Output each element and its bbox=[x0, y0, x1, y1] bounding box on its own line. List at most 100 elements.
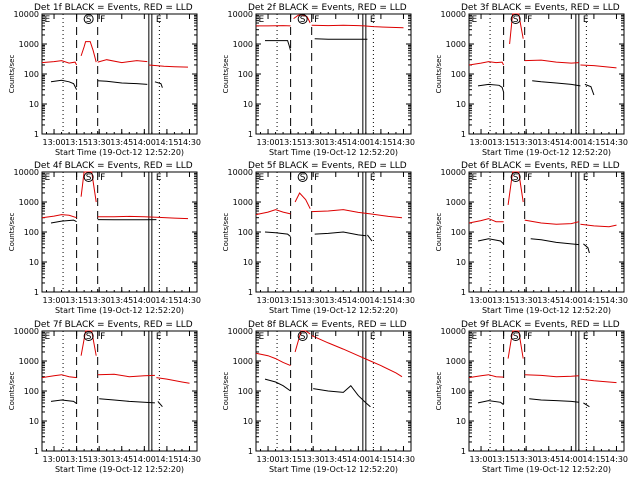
event-marker-label: E bbox=[472, 15, 478, 25]
lld-series-line bbox=[255, 352, 291, 367]
x-tick-label: 14:15 bbox=[155, 455, 178, 464]
y-tick-label: 10 bbox=[243, 417, 253, 426]
event-marker-label: E bbox=[156, 15, 162, 25]
lld-series-line bbox=[311, 209, 403, 219]
x-tick-label: 14:30 bbox=[605, 296, 628, 305]
x-tick-label: 13:15 bbox=[65, 296, 88, 305]
x-tick-label: 14:15 bbox=[155, 138, 178, 147]
plot-frame bbox=[468, 330, 625, 452]
event-marker-label: F bbox=[314, 15, 319, 25]
lld-series-line bbox=[80, 41, 97, 63]
x-tick-label: 14:30 bbox=[605, 455, 628, 464]
y-tick-label: 10 bbox=[29, 258, 39, 267]
events-series-line bbox=[477, 238, 504, 245]
panel-title: Det 4f BLACK = Events, RED = LLD bbox=[34, 161, 193, 171]
detector-panel: Det 6f BLACK = Events, RED = LLD 1 10 100 10… bbox=[435, 161, 628, 315]
x-tick-label: 13:45 bbox=[537, 455, 560, 464]
x-tick-label: 13:45 bbox=[110, 138, 133, 147]
saa-marker-circle bbox=[510, 172, 521, 182]
events-series-line bbox=[157, 401, 163, 408]
event-marker-label: E bbox=[156, 332, 162, 342]
lld-series-line bbox=[294, 330, 311, 353]
events-series-line bbox=[366, 234, 373, 242]
events-series-line bbox=[314, 38, 368, 40]
lld-series-line bbox=[580, 64, 617, 69]
detector-panel: Det 7f BLACK = Events, RED = LLD 1 10 100 10… bbox=[8, 320, 201, 474]
x-tick-label: 13:30 bbox=[302, 138, 325, 147]
x-tick-label: 14:15 bbox=[369, 296, 392, 305]
y-tick-label: 1 bbox=[461, 288, 466, 297]
x-tick-label: 13:00 bbox=[257, 138, 280, 147]
x-tick-label: 14:15 bbox=[369, 138, 392, 147]
y-tick-label: 1000 bbox=[446, 40, 466, 49]
x-tick-label: 13:45 bbox=[537, 296, 560, 305]
event-marker-label: S bbox=[300, 332, 306, 342]
lld-series-line bbox=[468, 218, 504, 224]
y-axis-label: Counts/sec bbox=[222, 213, 230, 252]
detector-panel: Det 9f BLACK = Events, RED = LLD 1 10 100 10… bbox=[435, 320, 628, 474]
event-marker-label: F bbox=[527, 15, 532, 25]
x-tick-label: 13:15 bbox=[65, 455, 88, 464]
x-tick-label: 13:45 bbox=[324, 296, 347, 305]
lld-series-line bbox=[580, 223, 617, 228]
x-tick-label: 14:00 bbox=[347, 455, 370, 464]
y-tick-label: 100 bbox=[24, 228, 39, 237]
lld-series-line bbox=[311, 335, 403, 378]
event-marker-label: S bbox=[300, 173, 306, 183]
y-tick-label: 1 bbox=[248, 130, 253, 139]
event-marker-label: S bbox=[513, 332, 519, 342]
y-tick-label: 10000 bbox=[228, 168, 253, 177]
events-series-line bbox=[583, 402, 590, 408]
y-axis-label: Counts/sec bbox=[222, 55, 230, 94]
event-marker-label: F bbox=[100, 173, 105, 183]
events-series-line bbox=[97, 80, 148, 85]
panel-title: Det 6f BLACK = Events, RED = LLD bbox=[461, 161, 620, 171]
events-series-line bbox=[532, 80, 581, 87]
lld-series-line bbox=[294, 192, 311, 209]
event-marker-label: E bbox=[45, 173, 51, 183]
x-tick-label: 13:15 bbox=[279, 138, 302, 147]
plot-frame bbox=[255, 171, 412, 293]
event-marker-label: E bbox=[259, 173, 265, 183]
x-tick-label: 14:15 bbox=[582, 455, 605, 464]
lld-series-line bbox=[311, 24, 404, 29]
event-marker-label: E bbox=[370, 173, 376, 183]
lld-series-line bbox=[524, 219, 580, 225]
events-series-line bbox=[265, 40, 292, 51]
event-marker-label: E bbox=[259, 332, 265, 342]
y-tick-label: 100 bbox=[24, 387, 39, 396]
x-axis-label: Start Time (19-Oct-12 12:52:20) bbox=[55, 465, 184, 474]
lld-series-line bbox=[41, 60, 78, 66]
x-axis-label: Start Time (19-Oct-12 12:52:20) bbox=[55, 148, 184, 157]
y-tick-label: 10 bbox=[243, 258, 253, 267]
y-axis-label: Counts/sec bbox=[435, 55, 443, 94]
panel-title: Det 7f BLACK = Events, RED = LLD bbox=[34, 320, 193, 330]
y-tick-label: 100 bbox=[24, 70, 39, 79]
x-tick-label: 13:30 bbox=[88, 455, 111, 464]
y-tick-label: 10 bbox=[243, 100, 253, 109]
lld-series-line bbox=[468, 61, 505, 66]
events-series-line bbox=[477, 83, 505, 93]
x-tick-label: 14:00 bbox=[133, 455, 156, 464]
event-marker-label: F bbox=[314, 173, 319, 183]
event-marker-label: E bbox=[45, 15, 51, 25]
x-axis-label: Start Time (19-Oct-12 12:52:20) bbox=[55, 306, 184, 315]
y-tick-label: 1000 bbox=[446, 198, 466, 207]
x-tick-label: 14:00 bbox=[133, 296, 156, 305]
x-tick-label: 14:30 bbox=[605, 138, 628, 147]
lld-series-line bbox=[41, 374, 77, 379]
x-tick-label: 13:00 bbox=[43, 296, 66, 305]
lld-series-line bbox=[468, 374, 504, 379]
y-tick-label: 1 bbox=[461, 130, 466, 139]
x-tick-label: 13:15 bbox=[492, 296, 515, 305]
x-tick-label: 13:45 bbox=[324, 455, 347, 464]
events-series-line bbox=[477, 400, 504, 406]
y-tick-label: 1 bbox=[248, 447, 253, 456]
x-tick-label: 13:00 bbox=[43, 455, 66, 464]
x-axis-label: Start Time (19-Oct-12 12:52:20) bbox=[482, 148, 611, 157]
y-tick-label: 1000 bbox=[19, 40, 39, 49]
y-tick-label: 100 bbox=[451, 70, 466, 79]
y-axis-label: Counts/sec bbox=[8, 213, 16, 252]
y-tick-label: 10000 bbox=[228, 327, 253, 336]
y-tick-label: 1000 bbox=[233, 198, 253, 207]
